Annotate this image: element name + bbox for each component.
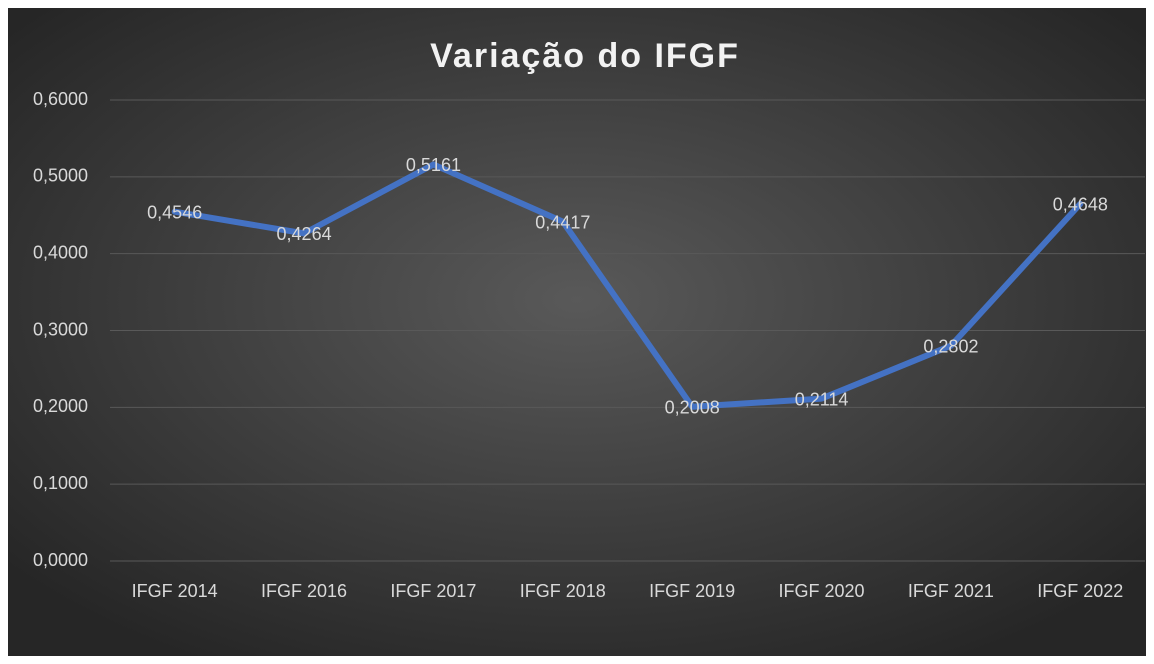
y-tick-label: 0,5000 [33,166,88,186]
chart-title: Variação do IFGF [430,37,740,75]
x-tick-label: IFGF 2022 [1037,581,1123,601]
x-tick-label: IFGF 2019 [649,581,735,601]
y-tick-label: 0,6000 [33,89,88,109]
chart-background [8,8,1146,656]
data-label: 0,4546 [147,202,202,222]
y-tick-label: 0,3000 [33,319,88,339]
data-line [171,161,1084,410]
data-label: 0,5161 [406,155,461,175]
x-tick-label: IFGF 2017 [390,581,476,601]
data-label: 0,2114 [795,389,849,409]
x-tick-label: IFGF 2014 [132,581,218,601]
x-tick-label: IFGF 2020 [779,581,865,601]
y-tick-label: 0,2000 [33,396,88,416]
data-label: 0,4648 [1053,195,1108,215]
data-label: 0,2802 [923,336,978,356]
y-tick-label: 0,0000 [33,550,88,570]
data-label: 0,2008 [665,397,720,417]
x-tick-label: IFGF 2018 [520,581,606,601]
y-tick-label: 0,4000 [33,242,88,262]
data-label: 0,4264 [277,224,332,244]
x-tick-label: IFGF 2021 [908,581,994,601]
y-tick-label: 0,1000 [33,473,88,493]
data-label: 0,4417 [535,212,590,232]
x-tick-label: IFGF 2016 [261,581,347,601]
